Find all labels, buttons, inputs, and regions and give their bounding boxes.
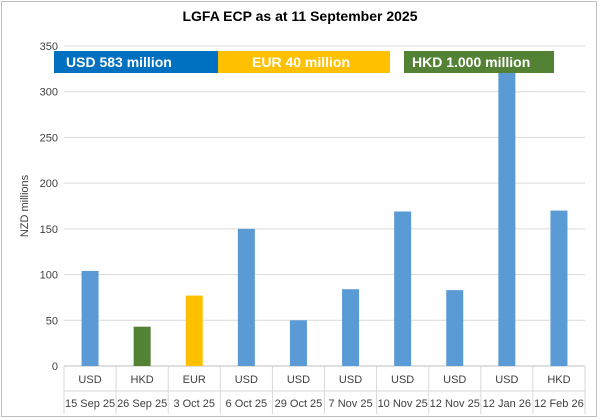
- x-currency-label: USD: [391, 374, 414, 386]
- y-tick-label: 300: [40, 87, 58, 99]
- x-date-label: 12 Jan 26: [483, 398, 531, 410]
- x-currency-label: HKD: [131, 374, 154, 386]
- bar-0: [81, 270, 99, 366]
- x-currency-label: HKD: [547, 374, 570, 386]
- legend-usd-label: USD 583 million: [66, 54, 172, 70]
- y-tick-label: 50: [46, 315, 58, 327]
- x-date-label: 12 Nov 25: [430, 398, 480, 410]
- x-date-label: 7 Nov 25: [329, 398, 373, 410]
- x-currency-label: USD: [443, 374, 466, 386]
- x-date-label: 15 Sep 25: [65, 398, 115, 410]
- x-date-label: 26 Sep 25: [117, 398, 167, 410]
- legend-usd: USD 583 million: [54, 51, 220, 73]
- x-currency-label: USD: [78, 374, 101, 386]
- bar-4: [289, 320, 307, 366]
- legend-hkd-label: HKD 1.000 million: [412, 54, 531, 70]
- y-tick-label: 100: [40, 270, 58, 282]
- bar-6: [394, 211, 412, 366]
- y-tick-label: 150: [40, 224, 58, 236]
- bar-9: [550, 210, 568, 366]
- x-date-label: 12 Feb 26: [534, 398, 584, 410]
- x-currency-label: USD: [495, 374, 518, 386]
- legend-hkd: HKD 1.000 million: [404, 51, 554, 73]
- bar-7: [446, 290, 464, 366]
- x-date-label: 10 Nov 25: [378, 398, 428, 410]
- x-currency-label: USD: [287, 374, 310, 386]
- x-date-label: 3 Oct 25: [173, 398, 215, 410]
- bar-8: [498, 68, 516, 366]
- x-date-label: 6 Oct 25: [226, 398, 268, 410]
- y-tick-label: 200: [40, 178, 58, 190]
- chart-title: LGFA ECP as at 11 September 2025: [182, 8, 418, 24]
- bar-2: [185, 295, 203, 366]
- bar-3: [237, 228, 255, 366]
- y-axis-label: NZD millions: [19, 174, 31, 237]
- x-currency-label: EUR: [183, 374, 206, 386]
- x-date-label: 29 Oct 25: [275, 398, 323, 410]
- legend-eur: EUR 40 million: [218, 51, 390, 73]
- y-tick-label: 0: [52, 361, 58, 373]
- bar-1: [133, 326, 151, 366]
- bar-5: [342, 289, 360, 366]
- legend-eur-label: EUR 40 million: [252, 54, 351, 70]
- x-currency-label: USD: [235, 374, 258, 386]
- x-currency-label: USD: [339, 374, 362, 386]
- y-tick-label: 350: [40, 41, 58, 53]
- y-tick-label: 250: [40, 132, 58, 144]
